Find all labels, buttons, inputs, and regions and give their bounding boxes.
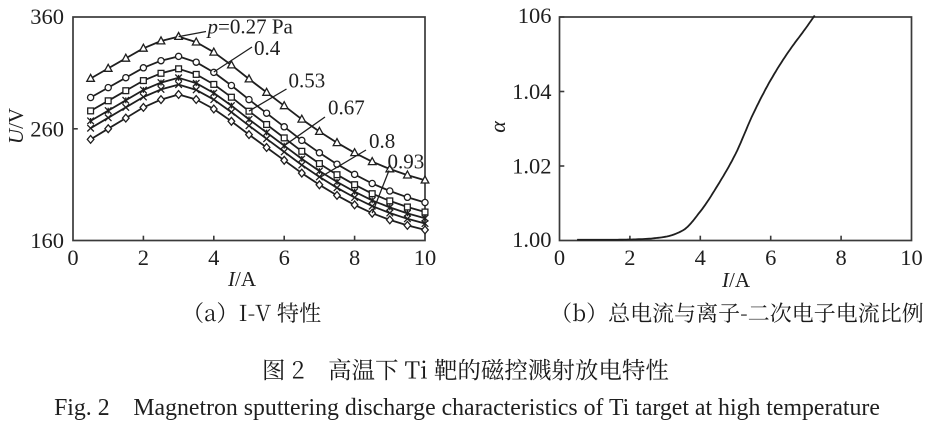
svg-text:4: 4 <box>695 245 706 270</box>
svg-text:0.4: 0.4 <box>254 36 281 60</box>
svg-text:8: 8 <box>835 245 846 270</box>
svg-text:0.53: 0.53 <box>289 69 326 93</box>
svg-text:160: 160 <box>30 228 64 253</box>
svg-text:0: 0 <box>67 245 78 270</box>
svg-text:α: α <box>485 121 510 133</box>
svg-text:1.04: 1.04 <box>512 79 551 104</box>
svg-text:4: 4 <box>208 245 219 270</box>
svg-text:I/A: I/A <box>227 267 257 291</box>
svg-text:6: 6 <box>279 245 290 270</box>
svg-text:1.02: 1.02 <box>512 154 551 179</box>
svg-text:10: 10 <box>900 245 923 270</box>
svg-text:106: 106 <box>518 3 552 28</box>
svg-text:6: 6 <box>765 245 776 270</box>
svg-text:1.00: 1.00 <box>512 227 551 252</box>
svg-text:0.67: 0.67 <box>328 96 365 120</box>
svg-text:260: 260 <box>30 116 64 141</box>
svg-text:I/A: I/A <box>721 268 751 292</box>
svg-text:360: 360 <box>30 4 64 29</box>
svg-text:2: 2 <box>138 245 149 270</box>
svg-text:Fig. 2 Magnetron sputtering: Fig. 2 Magnetron sputtering discharge ch… <box>54 395 880 421</box>
svg-text:10: 10 <box>414 245 437 270</box>
svg-text:0.93: 0.93 <box>388 150 425 174</box>
svg-text:0.8: 0.8 <box>369 129 395 153</box>
svg-text:8: 8 <box>349 245 360 270</box>
svg-text:U/V: U/V <box>4 108 28 144</box>
svg-text:2: 2 <box>624 245 635 270</box>
svg-text:0: 0 <box>554 245 565 270</box>
svg-text:p=0.27 Pa: p=0.27 Pa <box>206 15 294 39</box>
